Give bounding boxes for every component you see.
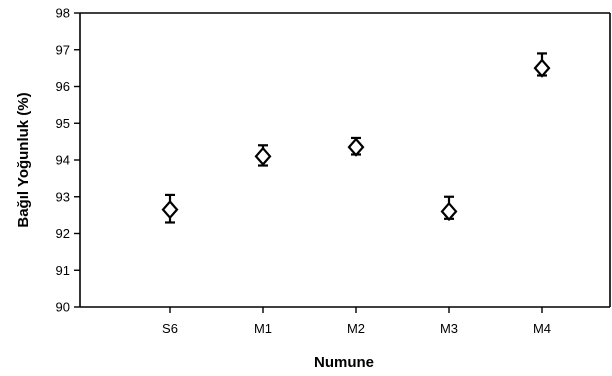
y-tick-label: 90	[56, 300, 70, 315]
x-tick-label: M2	[347, 321, 365, 336]
y-tick-label: 95	[56, 116, 70, 131]
data-point-s6	[161, 193, 179, 224]
y-tick-label: 96	[56, 79, 70, 94]
x-tick-label: M3	[440, 321, 458, 336]
data-points	[161, 52, 551, 224]
y-tick-label: 91	[56, 263, 70, 278]
data-point-m1	[254, 144, 272, 167]
data-point-m4	[533, 52, 551, 78]
y-tick-label: 97	[56, 42, 70, 57]
axes	[79, 12, 611, 308]
diamond-marker	[533, 58, 551, 78]
x-axis-ticks: S6 M1 M2 M3 M4	[162, 307, 551, 336]
y-tick-label: 98	[56, 6, 70, 21]
data-point-m2	[347, 136, 365, 157]
y-tick-label: 94	[56, 153, 70, 168]
data-point-m3	[440, 195, 458, 222]
y-tick-label: 93	[56, 189, 70, 204]
y-axis-title: Bağıl Yoğunluk (%)	[15, 92, 32, 227]
x-tick-label: M1	[254, 321, 272, 336]
diamond-marker	[254, 146, 272, 166]
y-axis-ticks: 90 91 92 93 94 95 96 97 98	[56, 6, 80, 315]
x-tick-label: S6	[162, 321, 178, 336]
y-tick-label: 92	[56, 226, 70, 241]
x-tick-label: M4	[533, 321, 551, 336]
diamond-marker	[161, 199, 179, 220]
diamond-marker	[440, 201, 458, 222]
diamond-marker	[347, 137, 365, 157]
x-axis-title: Numune	[314, 354, 374, 371]
